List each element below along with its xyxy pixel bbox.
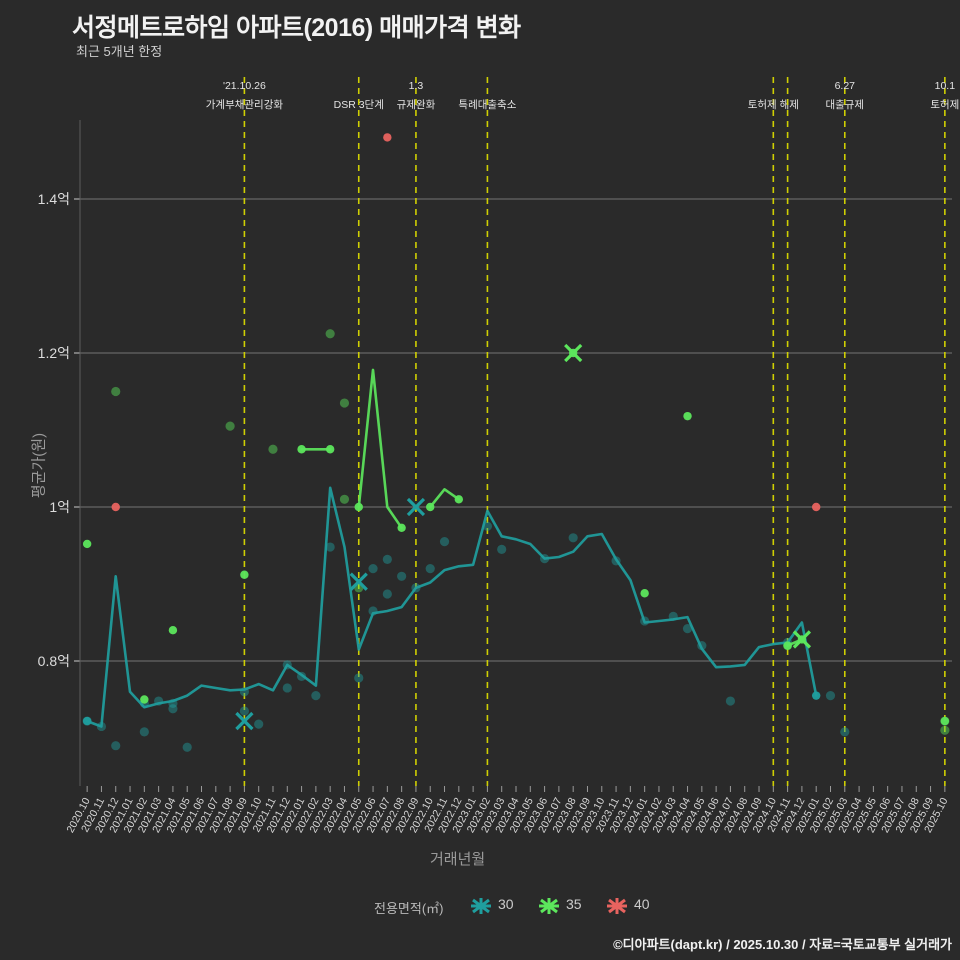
highlight-marker-stroke <box>564 343 583 363</box>
series-endpoint-35 <box>240 570 249 579</box>
series-endpoint-40 <box>383 133 392 142</box>
series-endpoint-35 <box>297 445 306 454</box>
annotation-label: 규제완화 <box>397 98 436 111</box>
scatter-point <box>339 398 350 408</box>
scatter-point <box>168 704 178 714</box>
series-endpoint-40 <box>111 502 120 512</box>
highlight-marker <box>235 711 254 731</box>
series-endpoint-40 <box>811 502 821 512</box>
footer-credit: ©디아파트(dapt.kr) / 2025.10.30 / 자료=국토교통부 실… <box>613 937 952 952</box>
y-axis-tick-label: 1.4억 <box>38 191 70 207</box>
page-title: 서정메트로하임 아파트(2016) 매매가격 변화 <box>72 14 521 42</box>
series-endpoint-35 <box>325 445 335 454</box>
highlight-marker-stroke <box>235 711 254 731</box>
highlight-marker-stroke <box>406 497 426 517</box>
scatter-point <box>354 673 364 683</box>
scatter-point <box>282 683 292 693</box>
y-axis-tick-label: 0.8억 <box>38 653 70 669</box>
scatter-point <box>325 329 335 339</box>
series-endpoint-35 <box>454 495 464 504</box>
scatter-point <box>940 725 950 735</box>
scatter-point <box>725 696 736 706</box>
scatter-point <box>368 564 378 574</box>
annotation-date-label: 1.3 <box>409 80 424 92</box>
scatter-point <box>111 386 121 397</box>
annotation-date-label: 10.1 <box>935 80 956 92</box>
annotation-label: 토허제 해제 <box>748 98 799 111</box>
scatter-point <box>268 444 278 454</box>
x-axis-label: 거래년월 <box>430 851 486 868</box>
scatter-point <box>339 494 350 504</box>
legend-label-40[interactable]: 40 <box>634 896 650 912</box>
y-axis-tick-label: 1억 <box>49 499 70 515</box>
scatter-point <box>239 706 249 716</box>
series-endpoint-30 <box>811 691 821 700</box>
chart-subtitle: 최근 5개년 한정 <box>76 44 163 59</box>
scatter-point <box>439 537 450 547</box>
series-endpoint-35 <box>354 502 363 512</box>
series-endpoint-35 <box>940 716 950 726</box>
highlight-marker <box>349 572 368 591</box>
y-axis-tick-label: 1.2억 <box>38 345 70 361</box>
scatter-point <box>325 542 335 552</box>
highlight-marker <box>792 630 812 649</box>
scatter-point <box>182 742 192 752</box>
series-line-35 <box>428 487 461 509</box>
series-endpoint-35 <box>397 523 406 532</box>
annotation-date-label: '21.10.26 <box>223 80 266 92</box>
scatter-point <box>840 727 850 737</box>
scatter-point <box>111 741 121 751</box>
annotation-label: 가계부채관리강화 <box>206 99 284 111</box>
highlight-marker-stroke <box>349 572 368 591</box>
scatter-point <box>397 571 407 581</box>
scatter-point <box>825 691 836 701</box>
scatter-point <box>311 691 321 701</box>
legend-title: 전용면적(㎡) <box>374 901 444 916</box>
legend-label-30[interactable]: 30 <box>498 896 514 912</box>
scatter-point <box>425 564 435 574</box>
highlight-marker-stroke <box>792 630 812 649</box>
series-line-35 <box>357 368 403 530</box>
scatter-point <box>254 719 264 729</box>
legend-label-35[interactable]: 35 <box>566 896 582 912</box>
highlight-marker <box>406 497 426 517</box>
scatter-point <box>497 544 507 554</box>
annotation-label: 토허제 <box>930 99 959 111</box>
series-endpoint-35 <box>426 502 435 512</box>
scatter-point <box>139 727 149 737</box>
series-endpoint-35 <box>82 539 92 549</box>
series-endpoint-35 <box>783 641 792 650</box>
scatter-point <box>382 589 392 599</box>
series-line-30 <box>85 486 818 728</box>
highlight-marker <box>564 343 583 363</box>
annotation-label: 대출규제 <box>825 99 864 111</box>
annotation-label: DSR 3단계 <box>334 99 384 111</box>
scatter-point <box>225 421 235 431</box>
series-endpoint-35 <box>168 626 178 635</box>
scatter-point <box>568 533 578 543</box>
annotation-label: 특례대출축소 <box>458 99 516 111</box>
scatter-point <box>382 554 392 564</box>
scatter-point <box>682 624 693 634</box>
series-endpoint-35 <box>140 695 149 704</box>
series-endpoint-35 <box>640 589 649 598</box>
series-endpoint-30 <box>82 716 92 726</box>
series-endpoint-35 <box>683 411 692 421</box>
annotation-date-label: 6.27 <box>835 80 856 92</box>
